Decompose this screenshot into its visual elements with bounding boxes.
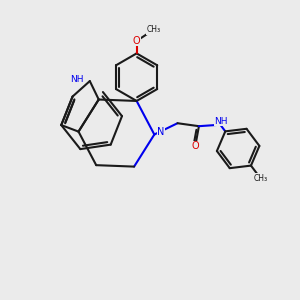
Text: CH₃: CH₃ (146, 26, 160, 34)
Text: NH: NH (70, 75, 83, 84)
Text: NH: NH (214, 117, 228, 126)
Text: O: O (191, 141, 199, 151)
Text: O: O (133, 36, 140, 46)
Text: CH₃: CH₃ (254, 174, 268, 183)
Text: N: N (157, 127, 164, 137)
